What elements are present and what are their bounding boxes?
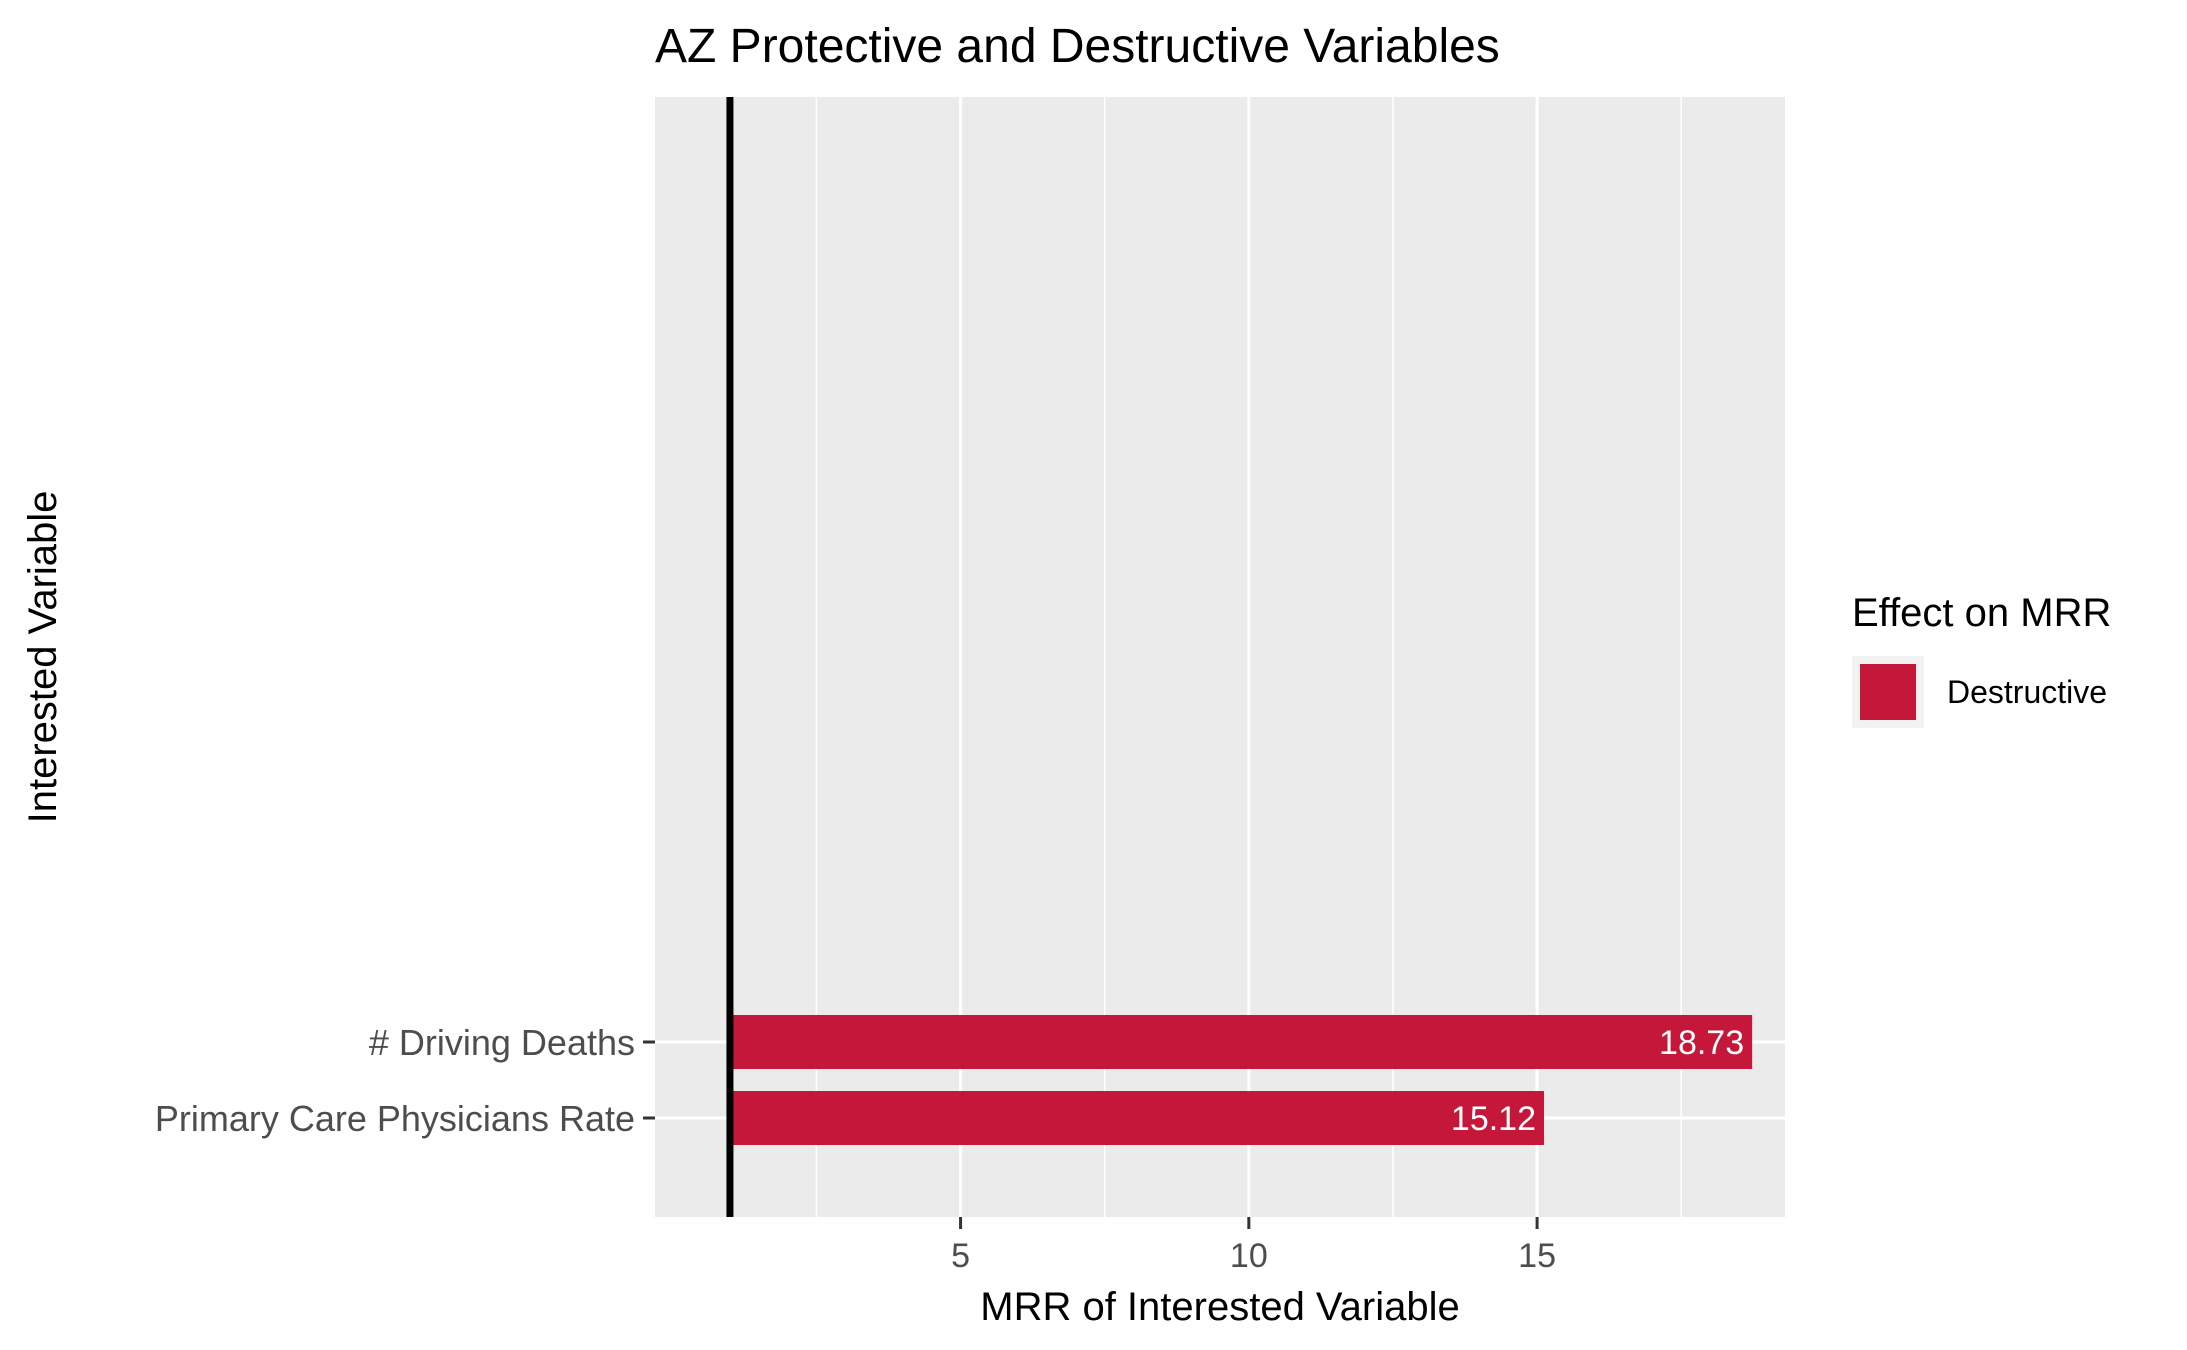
x-tick-label: 5 bbox=[951, 1237, 970, 1275]
y-axis-title: Interested Variable bbox=[21, 491, 65, 824]
legend-swatch-destructive bbox=[1860, 664, 1916, 720]
legend: Effect on MRR Destructive bbox=[1852, 591, 2111, 728]
bars bbox=[729, 1015, 1753, 1145]
y-tick-label: # Driving Deaths bbox=[369, 1022, 635, 1063]
x-axis-ticks: 5 10 15 bbox=[951, 1217, 1556, 1275]
y-tick-label: Primary Care Physicians Rate bbox=[155, 1098, 635, 1139]
y-axis-ticks: # Driving Deaths Primary Care Physicians … bbox=[155, 1022, 655, 1139]
bar bbox=[729, 1015, 1753, 1069]
legend-title: Effect on MRR bbox=[1852, 591, 2111, 635]
bar-data-label: 18.73 bbox=[1659, 1024, 1744, 1062]
x-axis-title: MRR of Interested Variable bbox=[980, 1285, 1459, 1329]
x-tick-label: 10 bbox=[1230, 1237, 1268, 1275]
legend-label-destructive: Destructive bbox=[1947, 674, 2107, 710]
chart-title: AZ Protective and Destructive Variables bbox=[655, 20, 1500, 73]
bar-data-label: 15.12 bbox=[1451, 1100, 1536, 1138]
bar bbox=[729, 1091, 1545, 1145]
x-tick-label: 15 bbox=[1518, 1237, 1556, 1275]
bar-data-labels: 18.73 15.12 bbox=[1451, 1024, 1744, 1138]
